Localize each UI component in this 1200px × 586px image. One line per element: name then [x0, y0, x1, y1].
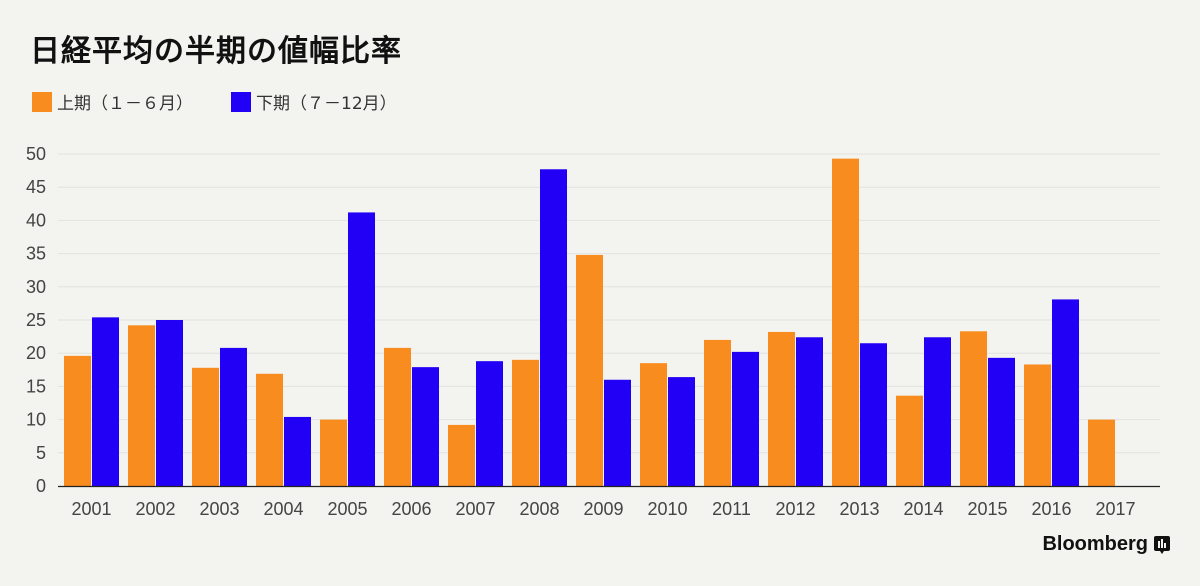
bar-first-half-2009 — [576, 254, 603, 486]
bar-second-half-2015 — [988, 357, 1015, 486]
bar-second-half-2014 — [924, 337, 951, 486]
bar-first-half-2005 — [320, 419, 347, 486]
bar-first-half-2002 — [128, 325, 155, 486]
bar-first-half-2001 — [64, 355, 91, 486]
y-tick-label: 45 — [26, 177, 46, 197]
x-tick-label: 2010 — [647, 499, 687, 519]
x-tick-label: 2006 — [391, 499, 431, 519]
legend-swatch-second-half — [231, 91, 251, 112]
x-tick-label: 2016 — [1031, 499, 1071, 519]
x-tick-label: 2001 — [71, 499, 111, 519]
bar-first-half-2014 — [896, 395, 923, 486]
legend-item-first-half: 上期（１－６月） — [32, 89, 193, 114]
bar-second-half-2004 — [284, 416, 311, 486]
bar-first-half-2004 — [256, 373, 283, 486]
bar-first-half-2017 — [1088, 419, 1115, 486]
x-tick-label: 2003 — [199, 499, 239, 519]
x-tick-label: 2013 — [839, 499, 879, 519]
bar-first-half-2010 — [640, 363, 667, 486]
bar-second-half-2012 — [796, 337, 823, 486]
x-tick-label: 2005 — [327, 499, 367, 519]
bar-second-half-2007 — [476, 361, 503, 486]
bar-second-half-2011 — [732, 351, 759, 486]
x-tick-label: 2015 — [967, 499, 1007, 519]
y-tick-label: 40 — [26, 210, 46, 230]
x-tick-label: 2002 — [135, 499, 175, 519]
bar-second-half-2016 — [1052, 299, 1079, 486]
y-tick-label: 35 — [26, 244, 46, 264]
y-tick-label: 15 — [26, 376, 46, 396]
x-tick-label: 2004 — [263, 499, 303, 519]
bar-first-half-2011 — [704, 339, 731, 486]
bar-second-half-2001 — [92, 317, 119, 486]
bar-first-half-2012 — [768, 331, 795, 486]
bar-second-half-2003 — [220, 347, 247, 486]
bar-first-half-2013 — [832, 158, 859, 486]
x-tick-label: 2009 — [583, 499, 623, 519]
y-tick-label: 5 — [36, 443, 46, 463]
bar-first-half-2006 — [384, 347, 411, 486]
brand: Bloomberg — [1042, 533, 1170, 556]
bar-second-half-2008 — [540, 169, 567, 486]
legend-label-first-half: 上期（１－６月） — [57, 94, 193, 114]
legend-swatch-first-half — [32, 91, 52, 112]
y-tick-label: 10 — [26, 410, 46, 430]
bloomberg-logo-icon — [1154, 535, 1170, 554]
y-tick-label: 0 — [36, 476, 46, 496]
x-tick-label: 2014 — [903, 499, 943, 519]
bar-second-half-2005 — [348, 212, 375, 486]
y-tick-label: 30 — [26, 277, 46, 297]
legend-item-second-half: 下期（７－12月） — [231, 89, 397, 114]
x-tick-label: 2012 — [775, 499, 815, 519]
bar-first-half-2003 — [192, 367, 219, 486]
legend-label-second-half: 下期（７－12月） — [256, 94, 397, 114]
bar-second-half-2006 — [412, 367, 439, 486]
bar-first-half-2008 — [512, 359, 539, 486]
bar-second-half-2010 — [668, 377, 695, 486]
x-tick-label: 2007 — [455, 499, 495, 519]
y-tick-label: 20 — [26, 343, 46, 363]
y-tick-label: 50 — [26, 144, 46, 164]
bar-first-half-2016 — [1024, 364, 1051, 486]
brand-name: Bloomberg — [1042, 533, 1148, 555]
x-tick-label: 2011 — [712, 499, 751, 519]
y-tick-label: 25 — [26, 310, 46, 330]
bar-second-half-2009 — [604, 379, 631, 486]
bar-first-half-2007 — [448, 424, 475, 486]
bar-second-half-2002 — [156, 320, 183, 486]
bar-first-half-2015 — [960, 331, 987, 486]
x-tick-label: 2017 — [1095, 499, 1135, 519]
x-tick-label: 2008 — [519, 499, 559, 519]
chart-title: 日経平均の半期の値幅比率 — [30, 34, 402, 69]
bar-second-half-2013 — [860, 343, 887, 486]
legend: 上期（１－６月） 下期（７－12月） — [32, 89, 435, 114]
